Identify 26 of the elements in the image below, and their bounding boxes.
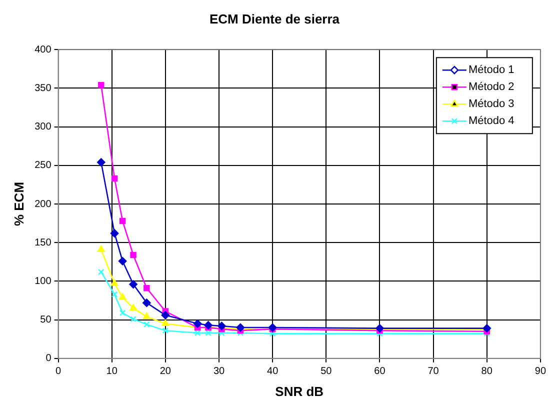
y-tick-label: 350	[34, 82, 52, 94]
y-tick-label: 300	[34, 122, 52, 133]
x-tick-label: 20	[160, 366, 172, 378]
legend-label: Método 4	[468, 115, 514, 128]
legend-label: Método 3	[468, 98, 514, 110]
y-tick-label: 250	[34, 160, 52, 172]
x-tick-label: 10	[106, 366, 118, 378]
chart-title: ECM Diente de sierra	[209, 11, 340, 26]
y-tick-label: 400	[34, 44, 52, 56]
y-tick-label: 50	[40, 314, 52, 326]
x-tick-label: 30	[213, 366, 225, 378]
y-tick-label: 150	[34, 237, 52, 248]
x-tick-label: 50	[320, 366, 332, 378]
x-tick-label: 70	[428, 366, 440, 378]
y-axis-title: % ECM	[11, 182, 26, 226]
x-tick-label: 90	[534, 366, 546, 378]
x-tick-label: 40	[267, 366, 279, 378]
y-tick-label: 200	[34, 198, 52, 210]
y-tick-label: 0	[46, 353, 52, 364]
x-axis-title: SNR dB	[275, 384, 324, 399]
y-tick-label: 100	[34, 276, 52, 287]
x-tick-label: 60	[374, 366, 386, 378]
legend-label: Método 1	[468, 64, 514, 76]
x-tick-label: 80	[481, 366, 493, 378]
x-tick-label: 0	[56, 366, 62, 378]
legend-label: Método 2	[468, 81, 514, 94]
